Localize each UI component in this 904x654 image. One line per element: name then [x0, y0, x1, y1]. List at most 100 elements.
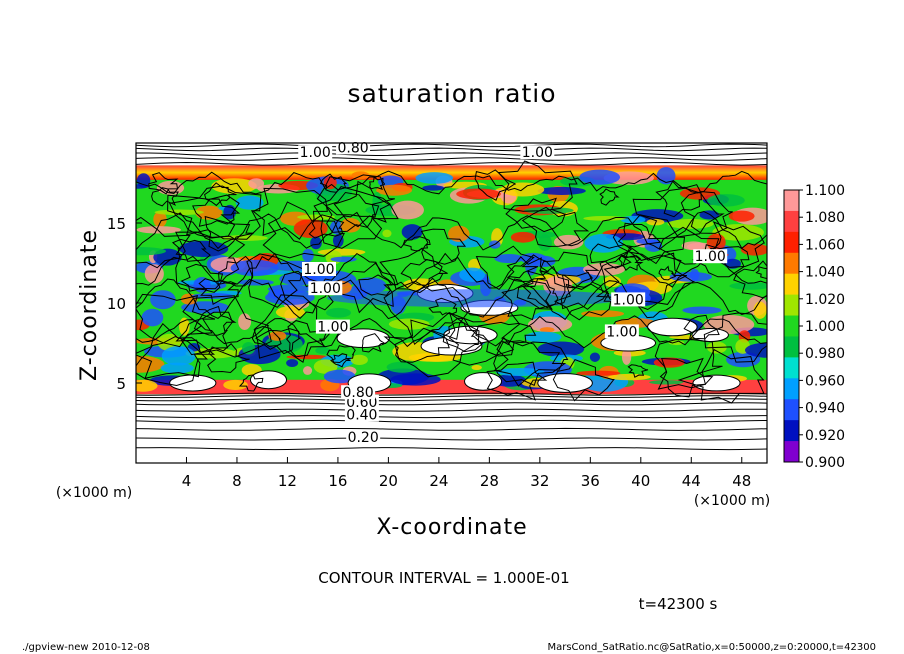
field-blob — [728, 210, 755, 222]
contour-line — [612, 214, 686, 265]
field-blob — [325, 307, 352, 318]
contour-line — [262, 201, 346, 259]
x-tick-label: 36 — [581, 472, 600, 490]
colorbar-label: 1.020 — [805, 292, 845, 308]
contour-line — [136, 315, 767, 349]
x-tick-label: 40 — [631, 472, 650, 490]
contour-line — [136, 398, 767, 402]
contour-line — [677, 349, 765, 404]
y-tick-label: 15 — [107, 215, 126, 233]
field-blob — [136, 247, 167, 256]
supersaturated-pocket — [537, 373, 593, 393]
field-blob — [576, 370, 621, 376]
contour-label: 0.20 — [348, 430, 379, 446]
contour-line — [136, 293, 216, 348]
field-blob — [524, 206, 574, 214]
contour-label-bg — [308, 281, 343, 296]
field-blob — [682, 306, 722, 315]
contour-line — [204, 182, 237, 207]
field-blob — [136, 173, 151, 188]
contour-label-bg — [346, 430, 381, 444]
contour-line — [193, 305, 237, 336]
contour-line — [207, 342, 250, 374]
contour-line — [552, 358, 615, 402]
contour-line — [655, 179, 702, 218]
contour-line — [136, 415, 767, 419]
field-blob — [707, 194, 745, 207]
contour-label-bg — [344, 407, 379, 422]
contour-line — [136, 277, 767, 321]
field-blob — [459, 267, 485, 282]
contour-line — [539, 251, 600, 289]
contour-line — [316, 174, 395, 217]
field-blob — [136, 355, 165, 373]
contour-interval-text: CONTOUR INTERVAL = 1.000E-01 — [318, 569, 569, 587]
contour-line — [680, 191, 733, 234]
colorbar-swatch — [784, 252, 799, 275]
colorbar-label: 0.960 — [805, 373, 845, 389]
field-blob — [323, 369, 356, 384]
field-blob — [238, 313, 252, 330]
field-blob — [456, 188, 501, 200]
contour-line — [755, 266, 767, 280]
contour-label: 1.00 — [317, 320, 348, 336]
contour-label-bg — [301, 262, 336, 276]
contour-line — [703, 312, 767, 363]
contour-line — [313, 186, 399, 249]
contour-line — [618, 255, 644, 271]
contour-line — [617, 222, 662, 248]
contour-line — [151, 187, 179, 207]
contour-line — [136, 210, 767, 251]
contour-line — [136, 170, 767, 195]
contour-labels: 0.200.400.600.801.001.001.001.001.001.00… — [298, 140, 728, 446]
x-axis-unit: (×1000 m) — [694, 493, 770, 509]
field-blob — [160, 362, 194, 374]
contour-line — [136, 402, 767, 406]
field-blob — [579, 169, 621, 185]
field-blob — [136, 379, 158, 392]
contour-line — [627, 364, 649, 378]
field-blob — [699, 210, 720, 220]
x-tick-label: 4 — [182, 472, 192, 490]
contour-line — [136, 143, 767, 148]
contour-line — [361, 333, 387, 353]
y-axis-ticks: 5 10 15 — [107, 215, 142, 393]
field-blob — [293, 218, 328, 239]
contour-line — [136, 216, 191, 269]
contour-line — [246, 253, 304, 308]
contour-label: 1.00 — [522, 145, 553, 161]
field-blob — [136, 226, 182, 234]
contour-line — [506, 256, 550, 283]
contour-line — [325, 191, 380, 233]
colorbar-swatch — [784, 315, 799, 337]
colorbar-swatch — [784, 336, 799, 358]
field-blob — [315, 346, 331, 355]
field-blob — [310, 236, 322, 250]
field-blob — [242, 341, 256, 355]
x-tick-label: 20 — [379, 472, 398, 490]
colorbar-swatch — [784, 190, 799, 212]
contour-line — [486, 361, 548, 401]
colorbar-swatch — [784, 210, 799, 233]
contour-line — [330, 353, 351, 368]
field-blob — [527, 316, 573, 333]
plot-area — [136, 143, 767, 463]
field-blob — [729, 282, 767, 290]
contour-line — [658, 265, 677, 281]
field-blob — [471, 364, 482, 371]
contour-label: 1.00 — [300, 145, 331, 161]
contour-line — [326, 345, 356, 364]
contour-line — [136, 427, 767, 431]
contour-label: 1.00 — [695, 249, 726, 265]
contour-line — [493, 337, 569, 387]
footer-right: MarsCond_SatRatio.nc@SatRatio,x=0:50000,… — [547, 642, 876, 653]
field-blob — [154, 209, 204, 216]
field-blob — [401, 224, 423, 240]
field-blob — [332, 233, 344, 248]
footer-left: ./gpview-new 2010-12-08 — [22, 642, 150, 653]
colorbar-label: 0.900 — [805, 455, 845, 471]
field-blob — [376, 184, 413, 196]
contour-line — [180, 263, 224, 293]
field-blob — [313, 359, 338, 374]
field-blob — [235, 195, 264, 210]
